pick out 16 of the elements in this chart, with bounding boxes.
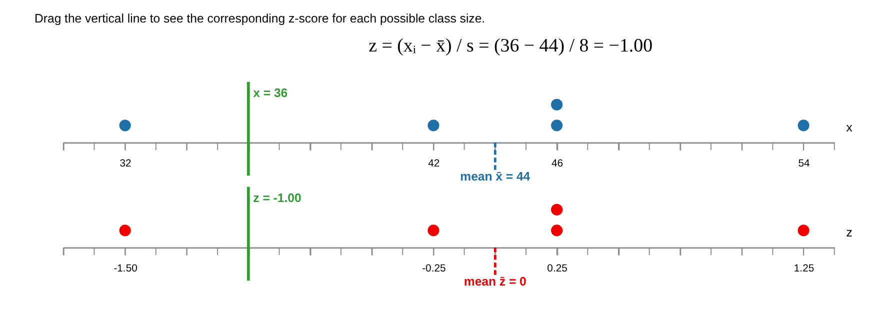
x-tick-label: 1.25: [794, 264, 814, 275]
x-tick-label: 0.25: [547, 264, 568, 275]
ref-line-label: x = 36: [253, 86, 288, 100]
x-tick-label: -0.25: [422, 264, 446, 275]
ref-line-label: z = -1.00: [253, 191, 302, 206]
ref-line-label: mean z̄ = 0: [464, 274, 527, 288]
ref-line-label: mean x̄ = 44: [460, 169, 530, 184]
x-axis-title: x: [846, 120, 854, 135]
x-tick-label: 32: [120, 158, 132, 170]
x-tick-label: 42: [428, 158, 440, 170]
x-tick-label: -1.50: [114, 264, 138, 275]
text: z = (xᵢ − x̄) / s = (36 − 44) / 8 = −1.00: [368, 36, 653, 57]
chart-title: Drag the vertical line to see the corresponding z-score for each possible class size.: [34, 11, 486, 26]
x-tick-label: 46: [552, 158, 564, 170]
x-tick-label: 54: [798, 158, 810, 170]
x-axis-title: z: [846, 226, 852, 240]
